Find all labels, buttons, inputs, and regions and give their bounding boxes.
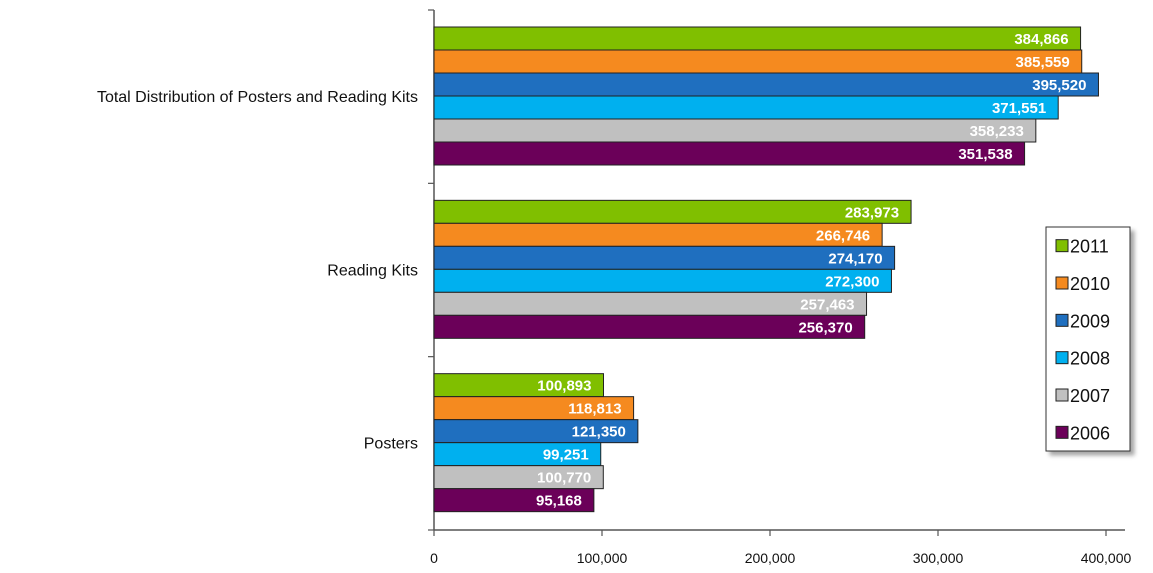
bar-value-label: 118,813 bbox=[568, 401, 621, 418]
legend-label: 2008 bbox=[1070, 349, 1110, 369]
legend-swatch-2010 bbox=[1055, 276, 1069, 290]
bars bbox=[433, 26, 1099, 513]
bar-value-label: 121,350 bbox=[572, 424, 626, 441]
bar-value-label: 257,463 bbox=[800, 296, 854, 313]
bar-2007 bbox=[433, 118, 1037, 143]
x-tick-label: 200,000 bbox=[745, 550, 796, 566]
bar-value-label: 100,893 bbox=[537, 378, 591, 395]
bar-value-label: 99,251 bbox=[543, 447, 589, 464]
bar-2009 bbox=[433, 245, 896, 270]
x-tick-label: 0 bbox=[430, 550, 438, 566]
category-label: Posters bbox=[364, 436, 418, 453]
legend-swatch-2011 bbox=[1055, 239, 1069, 253]
bar-value-label: 351,538 bbox=[958, 146, 1012, 163]
bar-2006 bbox=[433, 141, 1026, 166]
bar-2008 bbox=[433, 268, 892, 293]
legend-label: 2009 bbox=[1070, 311, 1110, 331]
bar-value-label: 385,559 bbox=[1016, 54, 1070, 71]
legend: 2011 2010 2009 2008 2007 2006 bbox=[1045, 226, 1131, 452]
bar-value-label: 100,770 bbox=[537, 470, 591, 487]
legend-label: 2007 bbox=[1070, 386, 1110, 406]
legend-swatch-2008 bbox=[1055, 351, 1069, 365]
bar-2008 bbox=[433, 95, 1059, 120]
bar-value-label: 256,370 bbox=[798, 319, 852, 336]
bar-value-label: 274,170 bbox=[828, 250, 882, 267]
bar-value-label: 272,300 bbox=[825, 273, 879, 290]
bar-2006 bbox=[433, 488, 595, 513]
legend-label: 2011 bbox=[1070, 237, 1109, 257]
bar-2006 bbox=[433, 314, 866, 339]
x-tick-label: 100,000 bbox=[577, 550, 628, 566]
category-label: Reading Kits bbox=[327, 262, 418, 279]
legend-swatch-2006 bbox=[1055, 425, 1069, 439]
category-label: Total Distribution of Posters and Readin… bbox=[97, 89, 418, 106]
data-labels: 384,866 385,559 395,520 371,551 358,233 351,5… bbox=[536, 31, 1086, 510]
legend-swatch-2009 bbox=[1055, 313, 1069, 327]
bar-value-label: 283,973 bbox=[845, 204, 899, 221]
axes: 0 100,000 200,000 300,000 400,000 Total Distr… bbox=[97, 9, 1132, 566]
bar-value-label: 384,866 bbox=[1014, 31, 1068, 48]
bar-2011 bbox=[433, 199, 912, 224]
bar-2011 bbox=[433, 26, 1082, 51]
x-tick-label: 400,000 bbox=[1081, 550, 1132, 566]
legend-label: 2010 bbox=[1070, 274, 1110, 294]
bar-value-label: 371,551 bbox=[992, 100, 1046, 117]
bar-2010 bbox=[433, 49, 1083, 74]
bar-value-label: 266,746 bbox=[816, 227, 870, 244]
bar-value-label: 95,168 bbox=[536, 493, 582, 510]
bar-value-label: 358,233 bbox=[970, 123, 1024, 140]
bar-value-label: 395,520 bbox=[1032, 77, 1086, 94]
legend-swatch-2007 bbox=[1055, 388, 1069, 402]
x-tick-label: 300,000 bbox=[913, 550, 964, 566]
legend-box bbox=[1045, 226, 1131, 452]
legend-label: 2006 bbox=[1070, 423, 1110, 443]
bar-2009 bbox=[433, 72, 1099, 97]
